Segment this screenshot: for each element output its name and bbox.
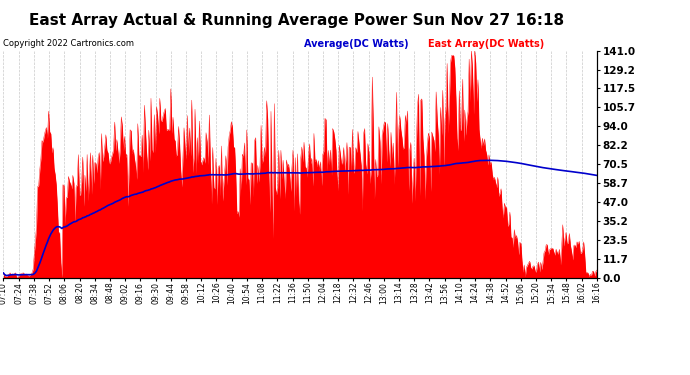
Text: East Array(DC Watts): East Array(DC Watts) [428,39,544,50]
Text: Average(DC Watts): Average(DC Watts) [304,39,408,50]
Text: Copyright 2022 Cartronics.com: Copyright 2022 Cartronics.com [3,39,135,48]
Text: East Array Actual & Running Average Power Sun Nov 27 16:18: East Array Actual & Running Average Powe… [29,13,564,28]
